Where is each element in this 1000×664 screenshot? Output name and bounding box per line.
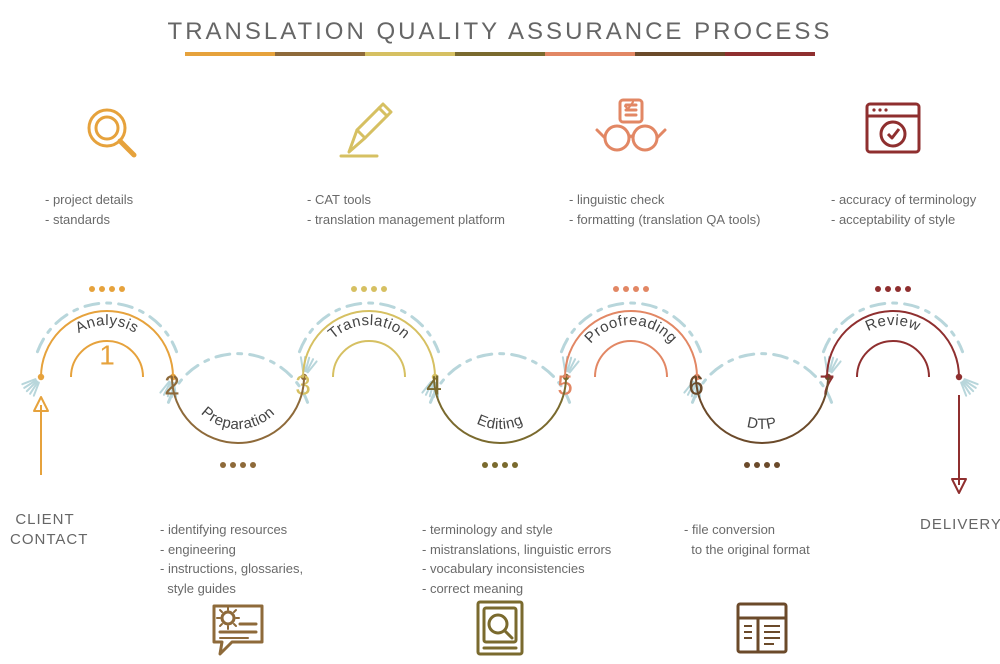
- client-arrow-icon: [34, 397, 48, 475]
- step-4-label: Editing: [475, 411, 526, 433]
- gear-chat-icon: [214, 606, 262, 654]
- magnifier-icon: [89, 110, 134, 155]
- svg-text:1: 1: [99, 339, 115, 370]
- layout-icon: [738, 604, 786, 652]
- dot-rows: [89, 286, 911, 468]
- step-6-label: DTP: [746, 414, 779, 433]
- glasses-icon: [597, 100, 665, 150]
- step-3-label: Translation: [325, 312, 413, 342]
- step-numbers: 1234567: [99, 339, 835, 400]
- pencil-icon: [341, 104, 391, 156]
- process-diagram: 1234567 Analysis Preparation Translation…: [0, 0, 1000, 664]
- step-7-label: Review: [863, 312, 923, 335]
- step-2-label: Preparation: [198, 403, 278, 433]
- inner-arcs: [71, 341, 929, 377]
- browser-check-icon: [867, 104, 919, 152]
- book-search-icon: [478, 602, 522, 654]
- delivery-arrow-icon: [952, 395, 966, 493]
